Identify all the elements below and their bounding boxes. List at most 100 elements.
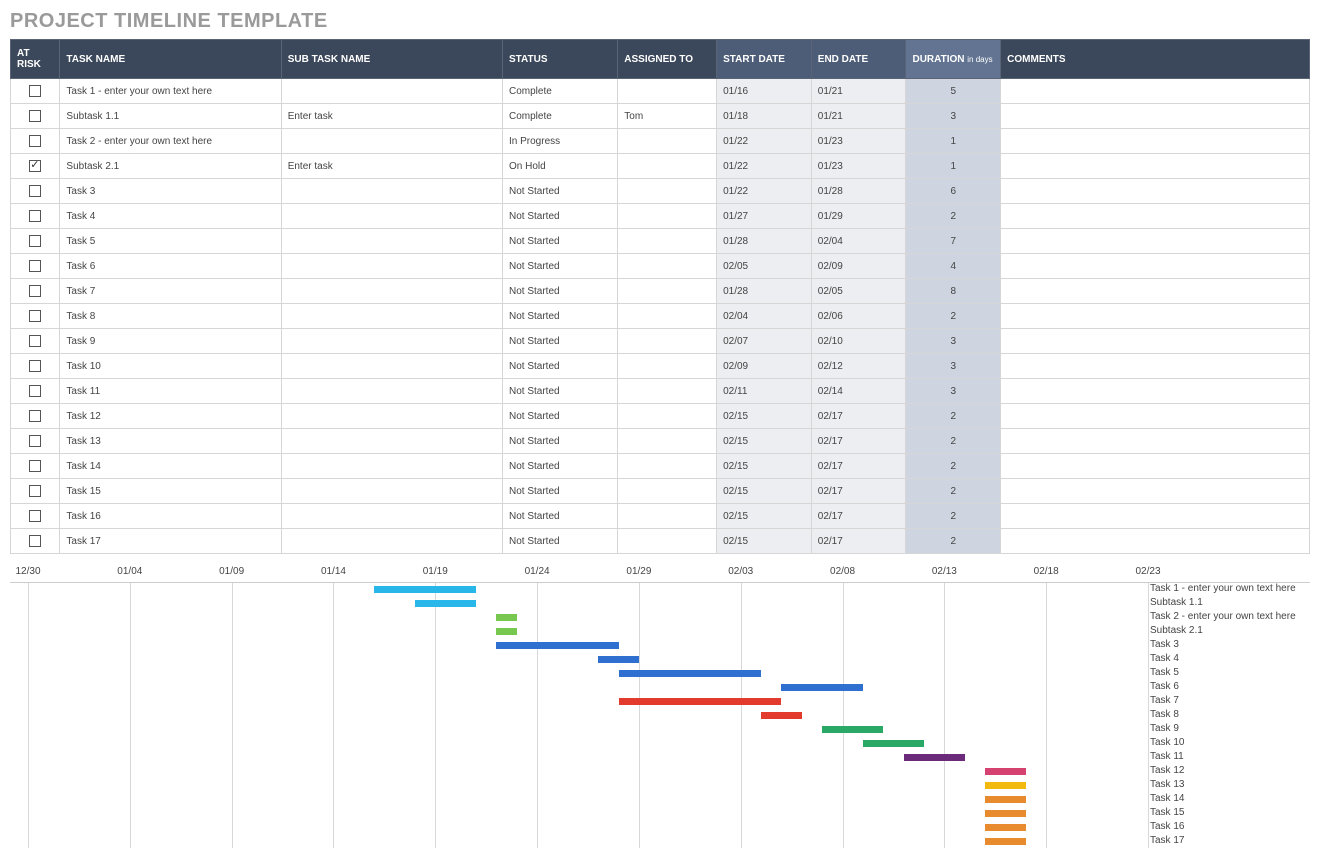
task-name-cell[interactable]: Task 7 — [60, 279, 281, 304]
risk-checkbox[interactable] — [29, 110, 41, 122]
assigned-cell[interactable] — [618, 79, 717, 104]
start-date-cell[interactable]: 02/11 — [717, 379, 812, 404]
end-date-cell[interactable]: 01/28 — [811, 179, 906, 204]
comments-cell[interactable] — [1001, 354, 1310, 379]
duration-cell[interactable]: 2 — [906, 204, 1001, 229]
risk-cell[interactable] — [11, 129, 60, 154]
task-name-cell[interactable]: Task 1 - enter your own text here — [60, 79, 281, 104]
risk-cell[interactable] — [11, 104, 60, 129]
duration-cell[interactable]: 3 — [906, 354, 1001, 379]
status-cell[interactable]: Not Started — [503, 304, 618, 329]
end-date-cell[interactable]: 02/17 — [811, 404, 906, 429]
status-cell[interactable]: In Progress — [503, 129, 618, 154]
subtask-cell[interactable] — [281, 529, 502, 554]
risk-checkbox[interactable] — [29, 310, 41, 322]
subtask-cell[interactable] — [281, 129, 502, 154]
assigned-cell[interactable] — [618, 504, 717, 529]
start-date-cell[interactable]: 02/15 — [717, 504, 812, 529]
start-date-cell[interactable]: 02/15 — [717, 529, 812, 554]
assigned-cell[interactable] — [618, 404, 717, 429]
duration-cell[interactable]: 3 — [906, 379, 1001, 404]
end-date-cell[interactable]: 02/17 — [811, 529, 906, 554]
risk-cell[interactable] — [11, 429, 60, 454]
risk-cell[interactable] — [11, 404, 60, 429]
risk-cell[interactable] — [11, 229, 60, 254]
end-date-cell[interactable]: 01/23 — [811, 129, 906, 154]
task-name-cell[interactable]: Task 17 — [60, 529, 281, 554]
end-date-cell[interactable]: 02/17 — [811, 504, 906, 529]
task-name-cell[interactable]: Task 12 — [60, 404, 281, 429]
subtask-cell[interactable] — [281, 429, 502, 454]
task-name-cell[interactable]: Task 13 — [60, 429, 281, 454]
risk-checkbox[interactable] — [29, 535, 41, 547]
start-date-cell[interactable]: 02/04 — [717, 304, 812, 329]
end-date-cell[interactable]: 02/09 — [811, 254, 906, 279]
duration-cell[interactable]: 8 — [906, 279, 1001, 304]
status-cell[interactable]: On Hold — [503, 154, 618, 179]
status-cell[interactable]: Not Started — [503, 454, 618, 479]
risk-cell[interactable] — [11, 279, 60, 304]
comments-cell[interactable] — [1001, 104, 1310, 129]
task-name-cell[interactable]: Subtask 1.1 — [60, 104, 281, 129]
subtask-cell[interactable] — [281, 454, 502, 479]
duration-cell[interactable]: 2 — [906, 429, 1001, 454]
risk-cell[interactable] — [11, 479, 60, 504]
task-name-cell[interactable]: Task 9 — [60, 329, 281, 354]
risk-checkbox[interactable] — [29, 410, 41, 422]
start-date-cell[interactable]: 02/15 — [717, 479, 812, 504]
comments-cell[interactable] — [1001, 504, 1310, 529]
task-name-cell[interactable]: Task 14 — [60, 454, 281, 479]
subtask-cell[interactable] — [281, 79, 502, 104]
risk-checkbox[interactable] — [29, 185, 41, 197]
assigned-cell[interactable]: Tom — [618, 104, 717, 129]
risk-checkbox[interactable] — [29, 510, 41, 522]
end-date-cell[interactable]: 02/06 — [811, 304, 906, 329]
status-cell[interactable]: Not Started — [503, 379, 618, 404]
start-date-cell[interactable]: 01/28 — [717, 279, 812, 304]
duration-cell[interactable]: 2 — [906, 454, 1001, 479]
status-cell[interactable]: Complete — [503, 104, 618, 129]
end-date-cell[interactable]: 01/29 — [811, 204, 906, 229]
risk-checkbox[interactable] — [29, 160, 41, 172]
status-cell[interactable]: Not Started — [503, 329, 618, 354]
assigned-cell[interactable] — [618, 354, 717, 379]
duration-cell[interactable]: 4 — [906, 254, 1001, 279]
comments-cell[interactable] — [1001, 454, 1310, 479]
duration-cell[interactable]: 2 — [906, 304, 1001, 329]
risk-cell[interactable] — [11, 329, 60, 354]
start-date-cell[interactable]: 02/15 — [717, 454, 812, 479]
end-date-cell[interactable]: 01/21 — [811, 79, 906, 104]
duration-cell[interactable]: 5 — [906, 79, 1001, 104]
assigned-cell[interactable] — [618, 229, 717, 254]
risk-checkbox[interactable] — [29, 85, 41, 97]
status-cell[interactable]: Not Started — [503, 204, 618, 229]
end-date-cell[interactable]: 02/04 — [811, 229, 906, 254]
start-date-cell[interactable]: 01/16 — [717, 79, 812, 104]
risk-checkbox[interactable] — [29, 335, 41, 347]
end-date-cell[interactable]: 02/17 — [811, 429, 906, 454]
subtask-cell[interactable] — [281, 179, 502, 204]
subtask-cell[interactable] — [281, 504, 502, 529]
comments-cell[interactable] — [1001, 254, 1310, 279]
status-cell[interactable]: Not Started — [503, 254, 618, 279]
risk-cell[interactable] — [11, 354, 60, 379]
duration-cell[interactable]: 3 — [906, 329, 1001, 354]
start-date-cell[interactable]: 01/27 — [717, 204, 812, 229]
status-cell[interactable]: Not Started — [503, 279, 618, 304]
status-cell[interactable]: Not Started — [503, 404, 618, 429]
risk-cell[interactable] — [11, 379, 60, 404]
duration-cell[interactable]: 7 — [906, 229, 1001, 254]
risk-checkbox[interactable] — [29, 485, 41, 497]
subtask-cell[interactable] — [281, 204, 502, 229]
end-date-cell[interactable]: 02/14 — [811, 379, 906, 404]
status-cell[interactable]: Not Started — [503, 229, 618, 254]
task-name-cell[interactable]: Task 5 — [60, 229, 281, 254]
comments-cell[interactable] — [1001, 279, 1310, 304]
assigned-cell[interactable] — [618, 179, 717, 204]
comments-cell[interactable] — [1001, 154, 1310, 179]
risk-cell[interactable] — [11, 79, 60, 104]
subtask-cell[interactable] — [281, 379, 502, 404]
subtask-cell[interactable] — [281, 229, 502, 254]
comments-cell[interactable] — [1001, 529, 1310, 554]
end-date-cell[interactable]: 02/17 — [811, 454, 906, 479]
